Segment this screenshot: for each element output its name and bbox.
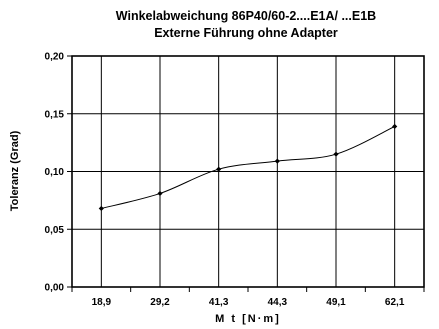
data-point	[216, 166, 222, 172]
x-tick-label: 49,1	[326, 297, 346, 308]
y-ticks: 0,00 0,05 0,10 0,15 0,20	[45, 52, 72, 294]
x-ticks: 18,9 29,2 41,3 44,3 49,1 62,1	[71, 287, 425, 308]
data-point	[392, 123, 398, 130]
data-point	[274, 158, 280, 164]
grid	[72, 55, 424, 288]
x-axis-label: M t [N·m]	[215, 313, 281, 325]
data-point	[333, 151, 339, 157]
y-tick-label: 0,15	[45, 109, 65, 120]
data-points	[98, 123, 398, 212]
x-tick-label: 41,3	[209, 297, 229, 308]
series-line	[101, 126, 395, 209]
y-tick-label: 0,10	[45, 167, 65, 178]
y-tick-label: 0,00	[45, 283, 65, 294]
y-tick-label: 0,20	[45, 52, 65, 63]
plot-area-border	[71, 55, 425, 288]
x-tick-label: 29,2	[150, 297, 170, 308]
x-tick-label: 44,3	[268, 297, 288, 308]
x-tick-label: 18,9	[92, 297, 112, 308]
chart-title: Winkelabweichung 86P40/60-2....E1A/ ...E…	[116, 9, 376, 23]
x-tick-label: 62,1	[385, 297, 405, 308]
y-axis-label: Toleranz (Grad)	[9, 130, 21, 211]
y-tick-label: 0,05	[45, 225, 65, 236]
chart-subtitle: Externe Führung ohne Adapter	[154, 26, 338, 40]
data-point	[98, 205, 104, 212]
data-point	[157, 190, 163, 197]
